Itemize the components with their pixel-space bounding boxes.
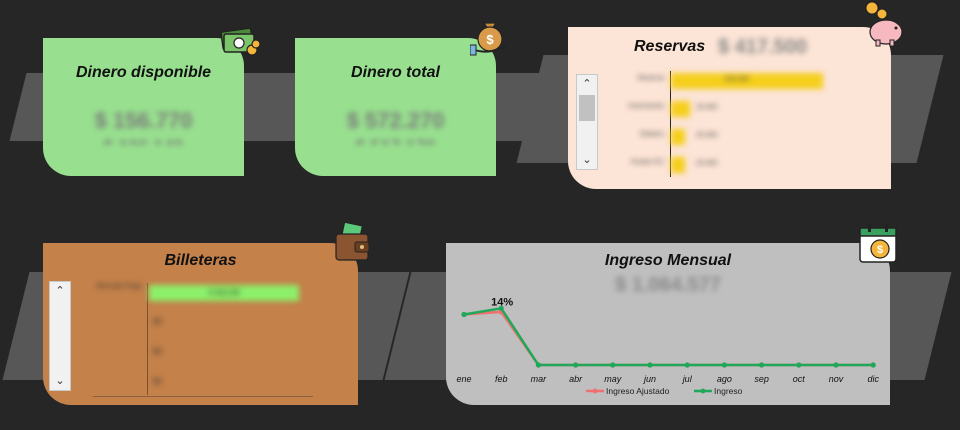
reserves-row-bar — [671, 157, 685, 173]
calendar-coin-icon: $ — [856, 222, 902, 273]
monthly-income-amount: $ 1.064.577 — [615, 274, 721, 296]
scroll-up-icon[interactable]: ⌃ — [582, 77, 592, 90]
money-bag-hand-icon: $ — [469, 15, 510, 62]
reserves-row-label: Inversiones — [628, 103, 664, 110]
available-money-title: Dinero disponible — [75, 64, 212, 81]
reserves-row-bar — [671, 73, 823, 89]
reserves-row-value: 150.000 — [724, 76, 750, 83]
svg-text:$: $ — [486, 32, 494, 47]
reserves-row-label: Fondo FCI — [630, 159, 664, 166]
scroll-up-icon[interactable]: ⌃ — [55, 284, 65, 297]
reserves-row-value: 25.000 — [696, 104, 718, 111]
series-line-1 — [463, 306, 874, 367]
series-point — [721, 362, 727, 368]
wallets-value-2: $0 — [153, 347, 162, 356]
reserves-row: Dólares 25.000 — [604, 127, 884, 149]
reserves-row: Inversiones 25.000 — [604, 99, 884, 121]
series-point — [498, 305, 504, 311]
x-tick-label: dic — [867, 374, 879, 384]
total-money-amount: $ 572.270 — [346, 108, 445, 133]
reserves-row-bar — [671, 101, 690, 117]
reserves-scrollbar[interactable]: ⌃ ⌄ — [576, 74, 598, 170]
wallets-scrollbar[interactable]: ⌃ ⌄ — [49, 281, 71, 391]
series-point — [870, 362, 876, 368]
wallets-card: Billeteras ⌃ ⌄ Mercado Pago 2.312,50 $0 … — [43, 243, 358, 405]
monthly-income-card: Ingreso Mensual $ 1.064.577 14% ene feb mar… — [446, 243, 890, 405]
total-money-title: Dinero total — [351, 64, 440, 81]
available-money-card: Dinero disponible $ 156.770 $ 106.140 — [43, 38, 244, 176]
reserves-row-label: Dólares — [639, 131, 664, 138]
reserves-amount: $ 417.500 — [718, 36, 807, 58]
legend-label: Ingreso — [714, 386, 743, 396]
reserves-card: Reservas $ 417.500 ⌃ ⌄ Reserva 150.000 Inv… — [568, 27, 891, 189]
x-tick-label: jul — [682, 374, 693, 384]
reserves-row: Fondo FCI 25.000 — [604, 155, 884, 177]
wallets-bar: 2.312,50 — [149, 285, 299, 301]
chart-annotation: 14% — [491, 296, 513, 308]
money-bills-icon — [218, 22, 261, 63]
x-tick-label: abr — [569, 374, 583, 384]
total-money-card: Dinero total $ 572.270 $ 517.170 — [295, 38, 496, 176]
reserves-axis — [670, 71, 671, 177]
legend-label: Ingreso Ajustado — [606, 386, 670, 396]
reserves-row-label: Reserva — [637, 75, 664, 82]
series-point — [796, 362, 802, 368]
scroll-thumb[interactable] — [579, 95, 595, 121]
reserves-row-value: 25.000 — [696, 160, 718, 167]
wallets-axis — [147, 283, 148, 395]
wallets-value-1: $0 — [153, 317, 162, 326]
wallets-value-3: $0 — [153, 377, 162, 386]
x-tick-label: ene — [456, 374, 471, 384]
reserves-title: Reservas — [634, 38, 706, 55]
svg-text:$: $ — [877, 244, 883, 256]
wallets-baseline — [93, 396, 313, 397]
reserves-row-bar — [671, 129, 685, 145]
x-tick-label: jun — [643, 374, 656, 384]
x-tick-label: ago — [717, 374, 732, 384]
x-tick-label: sep — [754, 374, 769, 384]
series-point — [833, 362, 839, 368]
monthly-income-title: Ingreso Mensual — [604, 252, 732, 269]
total-money-sub-amount: $ 517.170 — [295, 137, 496, 145]
x-tick-label: oct — [793, 374, 806, 384]
wallets-bar-value: 2.312,50 — [208, 288, 240, 297]
series-point — [647, 362, 653, 368]
piggy-bank-icon — [860, 0, 908, 53]
scroll-down-icon[interactable]: ⌄ — [55, 374, 65, 387]
x-tick-label: mar — [531, 374, 548, 384]
wallets-title: Billeteras — [164, 252, 237, 269]
series-point — [610, 362, 616, 368]
legend-item: Ingreso Ajustado — [586, 386, 670, 396]
series-line-0 — [463, 310, 874, 367]
legend-item: Ingreso — [694, 386, 743, 396]
wallets-row-label: Mercado Pago — [96, 283, 142, 290]
wallet-icon — [333, 221, 373, 269]
series-point — [573, 362, 579, 368]
monthly-income-chart: 14% ene feb mar abr may jun jul ago sep oct nov dic I… — [456, 296, 879, 396]
reserves-row-value: 25.000 — [696, 132, 718, 139]
series-point — [684, 362, 690, 368]
series-point — [461, 311, 467, 318]
x-tick-label: feb — [495, 374, 508, 384]
scroll-down-icon[interactable]: ⌄ — [582, 153, 592, 166]
reserves-row: Reserva 150.000 — [604, 71, 884, 93]
x-tick-label: may — [604, 374, 622, 384]
available-money-sub-amount: $ 106.140 — [43, 137, 244, 145]
x-tick-label: nov — [829, 374, 844, 384]
available-money-amount: $ 156.770 — [94, 108, 193, 133]
series-point — [535, 362, 541, 368]
series-point — [759, 362, 765, 368]
